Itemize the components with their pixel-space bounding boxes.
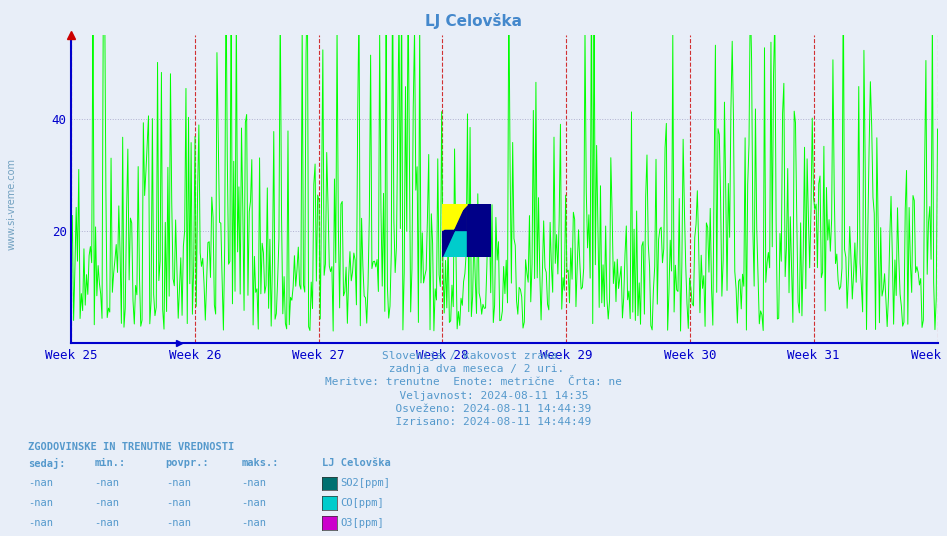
Text: -nan: -nan [241,518,266,528]
Text: -nan: -nan [28,478,53,488]
Text: -nan: -nan [166,518,190,528]
Text: -nan: -nan [95,478,119,488]
Text: min.:: min.: [95,458,126,468]
Text: -nan: -nan [166,478,190,488]
Text: povpr.:: povpr.: [166,458,209,468]
Polygon shape [442,204,467,230]
Text: -nan: -nan [241,478,266,488]
Polygon shape [442,230,467,257]
Polygon shape [442,204,467,230]
Text: -nan: -nan [241,498,266,508]
Text: -nan: -nan [28,498,53,508]
Text: -nan: -nan [166,498,190,508]
Text: ZGODOVINSKE IN TRENUTNE VREDNOSTI: ZGODOVINSKE IN TRENUTNE VREDNOSTI [28,442,235,452]
Text: -nan: -nan [95,518,119,528]
Text: CO[ppm]: CO[ppm] [340,498,384,508]
Text: Slovenija / kakovost zraka.
 zadnja dva meseca / 2 uri.
Meritve: trenutne  Enote: Slovenija / kakovost zraka. zadnja dva m… [325,351,622,427]
Text: sedaj:: sedaj: [28,458,66,470]
Polygon shape [467,204,491,257]
Text: O3[ppm]: O3[ppm] [340,518,384,528]
Text: -nan: -nan [28,518,53,528]
Polygon shape [442,204,467,257]
Text: LJ Celovška: LJ Celovška [322,458,391,468]
Text: LJ Celovška: LJ Celovška [425,13,522,29]
Text: SO2[ppm]: SO2[ppm] [340,478,390,488]
Text: maks.:: maks.: [241,458,279,468]
Text: www.si-vreme.com: www.si-vreme.com [7,158,16,250]
Text: -nan: -nan [95,498,119,508]
